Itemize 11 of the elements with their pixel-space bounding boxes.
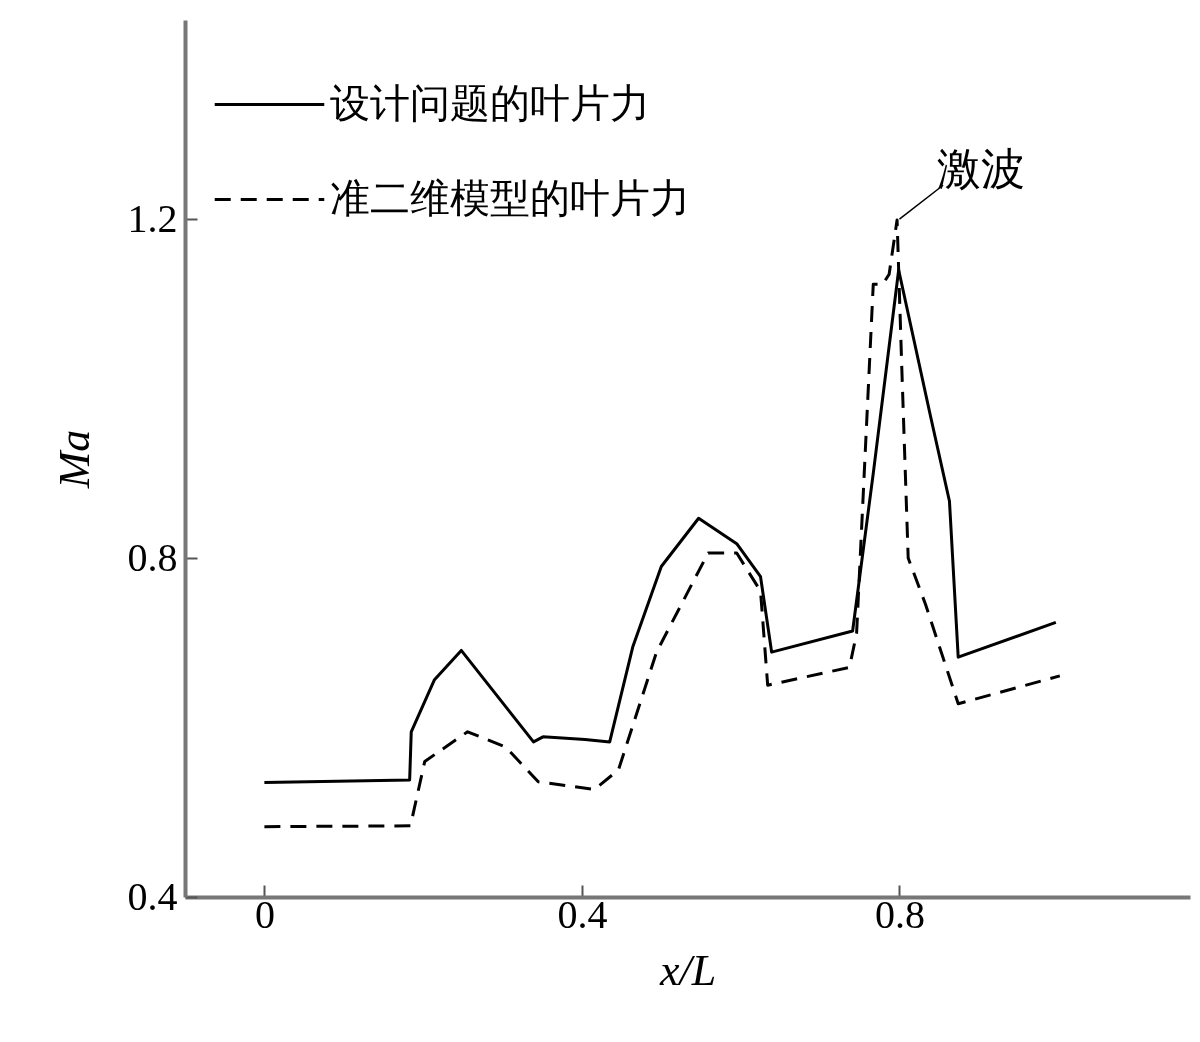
legend-label: 准二维模型的叶片力 — [330, 175, 690, 221]
annotation: 激波 — [937, 145, 1026, 195]
legend-label: 设计问题的叶片力 — [330, 80, 650, 126]
line-series — [262, 218, 1062, 829]
x-tick-label: 0 — [254, 891, 275, 937]
x-tick-label: 0.4 — [557, 891, 608, 937]
y-axis-title: Ma — [49, 429, 99, 490]
x-axis-title: x/L — [658, 945, 717, 995]
y-tick-label: 0.8 — [127, 534, 178, 580]
y-tick-label: 1.2 — [127, 195, 178, 241]
x-tick-label: 0.8 — [874, 891, 925, 937]
